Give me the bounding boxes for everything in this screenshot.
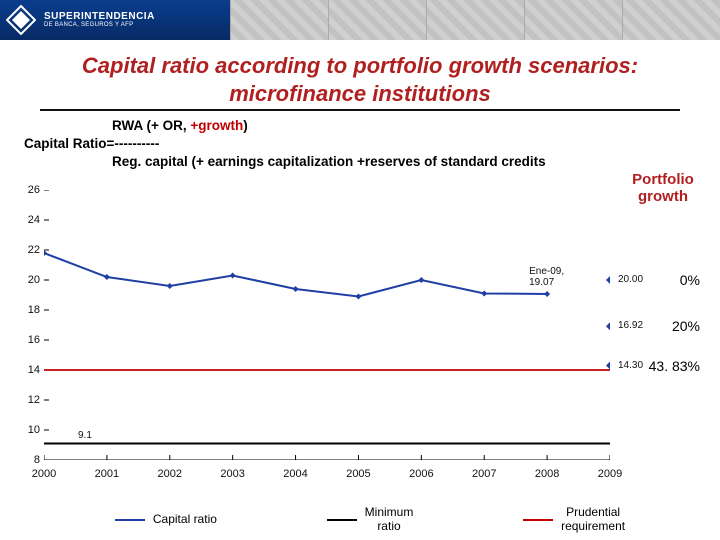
y-tick-label: 8	[16, 454, 40, 466]
x-tick-label: 2000	[32, 468, 56, 480]
logo-line2: DE BANCA, SEGUROS Y AFP	[44, 22, 155, 28]
legend-minimum: Minimum ratio	[327, 506, 414, 534]
legend-label-minimum: Minimum ratio	[365, 506, 414, 534]
x-tick-label: 2005	[346, 468, 370, 480]
side-labels: Portfoliogrowth 0%20%43. 83%	[614, 190, 708, 478]
minimum-value-label: 9.1	[78, 430, 92, 441]
legend-label-capital: Capital ratio	[153, 513, 217, 527]
legend-swatch-capital	[115, 519, 145, 521]
y-tick-label: 22	[16, 244, 40, 256]
y-tick-label: 20	[16, 274, 40, 286]
y-tick-label: 10	[16, 424, 40, 436]
x-tick-label: 2001	[95, 468, 119, 480]
legend: Capital ratio Minimum ratio Prudential r…	[60, 506, 680, 534]
x-tick-label: 2009	[598, 468, 622, 480]
x-tick-label: 2006	[409, 468, 433, 480]
rwa-growth: +growth	[190, 118, 243, 133]
scenario-pct-label: 43. 83%	[649, 358, 700, 374]
callout-label: Ene-09,19.07	[529, 266, 564, 288]
y-tick-label: 24	[16, 214, 40, 226]
diamond-icon	[6, 5, 36, 35]
reg-line: Reg. capital (+ earnings capitalization …	[112, 153, 720, 171]
x-tick-label: 2004	[283, 468, 307, 480]
org-logo: SUPERINTENDENCIA DE BANCA, SEGUROS Y AFP	[0, 0, 230, 40]
legend-label-prudential: Prudential requirement	[561, 506, 625, 534]
ratio-line: Capital Ratio=----------	[24, 135, 720, 153]
rwa-prefix: RWA (+ OR,	[112, 118, 190, 133]
page-title: Capital ratio according to portfolio gro…	[40, 52, 680, 111]
header-bar: SUPERINTENDENCIA DE BANCA, SEGUROS Y AFP	[0, 0, 720, 40]
x-tick-label: 2003	[220, 468, 244, 480]
y-tick-label: 26	[16, 184, 40, 196]
x-tick-label: 2008	[535, 468, 559, 480]
banner-images	[230, 0, 720, 40]
x-tick-label: 2002	[158, 468, 182, 480]
legend-swatch-minimum	[327, 519, 357, 521]
rwa-suffix: )	[243, 118, 248, 133]
legend-prudential: Prudential requirement	[523, 506, 625, 534]
formula-block: RWA (+ OR, +growth) Capital Ratio=------…	[24, 117, 720, 172]
y-tick-label: 14	[16, 364, 40, 376]
x-tick-label: 2007	[472, 468, 496, 480]
scenario-pct-label: 20%	[672, 318, 700, 334]
legend-capital: Capital ratio	[115, 506, 217, 534]
plot-area: 9.1Ene-09,19.0720.0016.9214.30	[44, 190, 610, 460]
scenario-pct-label: 0%	[680, 272, 700, 288]
logo-line1: SUPERINTENDENCIA	[44, 12, 155, 23]
chart: 9.1Ene-09,19.0720.0016.9214.30 Portfolio…	[16, 190, 708, 478]
legend-swatch-prudential	[523, 519, 553, 521]
y-tick-label: 16	[16, 334, 40, 346]
y-tick-label: 18	[16, 304, 40, 316]
portfolio-growth-heading: Portfoliogrowth	[618, 172, 708, 205]
y-tick-label: 12	[16, 394, 40, 406]
